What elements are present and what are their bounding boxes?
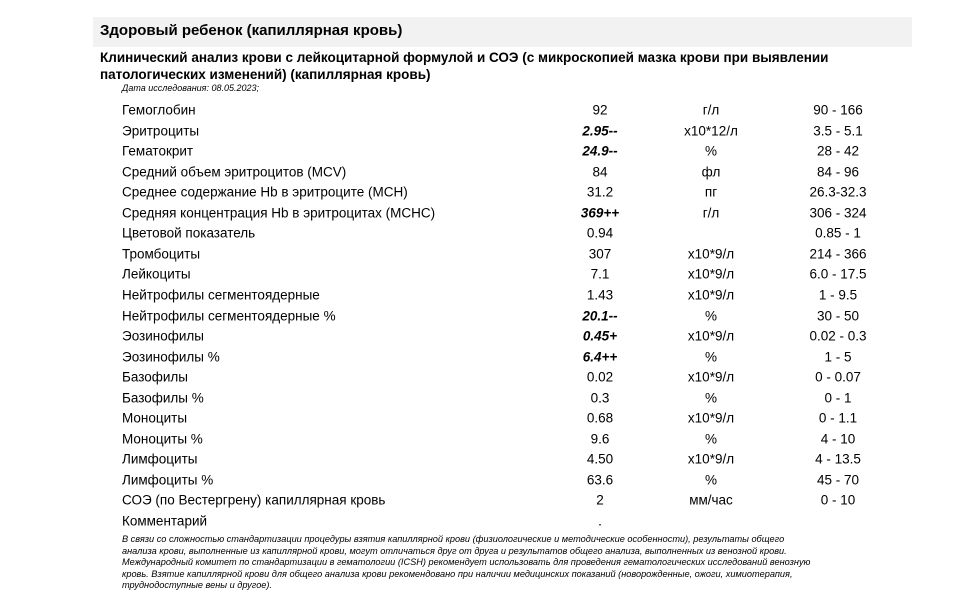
row-range: 84 - 96 xyxy=(816,164,860,180)
footnote-line: кровь. Взятие капиллярной крови для обще… xyxy=(122,568,793,579)
row-name: Гематокрит xyxy=(122,143,194,159)
row-range: 1 - 5 xyxy=(824,349,852,365)
row-name: Моноциты xyxy=(122,410,188,426)
row-unit: x10*12/л xyxy=(684,123,738,139)
row-unit: % xyxy=(704,431,718,447)
row-name: Базофилы % xyxy=(122,390,204,406)
row-unit: x10*9/л xyxy=(687,369,735,385)
header-title: Здоровый ребенок (капиллярная кровь) xyxy=(100,22,403,39)
row-name: СОЭ (по Вестергрену) капиллярная кровь xyxy=(122,492,386,508)
row-value: 1.43 xyxy=(586,287,614,303)
row-unit: пг xyxy=(704,184,718,200)
row-range: 4 - 13.5 xyxy=(815,451,861,467)
row-value: 0.3 xyxy=(590,390,610,406)
row-unit: x10*9/л xyxy=(687,410,735,426)
row-range: 0.02 - 0.3 xyxy=(809,328,867,344)
row-value: 9.6 xyxy=(590,431,610,447)
row-unit: % xyxy=(704,308,718,323)
footnote-line: В связи со сложностью стандартизации про… xyxy=(122,534,785,544)
row-name: Нейтрофилы сегментоядерные xyxy=(122,287,320,303)
date: Дата исследования: 08.05.2023; xyxy=(122,83,260,93)
row-value: . xyxy=(598,513,602,529)
row-name: Эозинофилы xyxy=(122,328,204,344)
row-unit: x10*9/л xyxy=(687,246,735,262)
row-value: 92 xyxy=(592,102,608,118)
row-unit: % xyxy=(704,143,718,159)
row-range: 90 - 166 xyxy=(813,102,863,118)
row-range: 0 - 1 xyxy=(824,390,852,406)
row-name: Средняя концентрация Hb в эритроцитах (M… xyxy=(122,205,436,221)
row-range: 30 - 50 xyxy=(816,308,860,323)
row-range: 0 - 10 xyxy=(820,492,856,508)
row-unit: фл xyxy=(701,164,721,180)
row-unit: г/л xyxy=(702,205,720,221)
row-value: 2.95-- xyxy=(582,123,618,139)
row-unit: x10*9/л xyxy=(687,451,735,467)
row-name: Среднее содержание Hb в эритроците (MCH) xyxy=(122,184,408,200)
row-range: 0 - 1.1 xyxy=(818,410,858,426)
row-range: 45 - 70 xyxy=(816,472,860,488)
row-name: Лимфоциты % xyxy=(122,472,214,488)
row-range: 0.85 - 1 xyxy=(815,225,861,241)
row-unit: % xyxy=(704,349,718,365)
row-range: 214 - 366 xyxy=(809,246,867,262)
row-unit: x10*9/л xyxy=(687,328,735,344)
row-range: 1 - 9.5 xyxy=(818,287,858,303)
row-value: 0.02 xyxy=(586,369,614,385)
row-name: Средний объем эритроцитов (MCV) xyxy=(122,164,347,180)
row-name: Нейтрофилы сегментоядерные % xyxy=(122,308,336,323)
row-value: 4.50 xyxy=(586,451,614,467)
row-value: 63.6 xyxy=(586,472,614,488)
row-range: 3.5 - 5.1 xyxy=(813,123,863,139)
row-unit: мм/час xyxy=(689,492,733,508)
row-value: 369++ xyxy=(580,205,620,221)
row-name: Эритроциты xyxy=(122,123,200,139)
row-value: 307 xyxy=(588,246,612,262)
footnote-line: труднодоступные вены и другое). xyxy=(122,580,273,590)
row-value: 31.2 xyxy=(586,184,614,200)
row-value: 2 xyxy=(596,492,604,508)
test-title: Клинический анализ крови с лейкоцитарной… xyxy=(100,50,829,82)
row-value: 84 xyxy=(592,164,608,180)
row-name: Эозинофилы % xyxy=(122,349,220,365)
row-value: 20.1-- xyxy=(582,308,618,323)
row-name: Гемоглобин xyxy=(122,102,196,118)
row-name: Лимфоциты xyxy=(122,451,198,467)
row-unit: x10*9/л xyxy=(687,287,735,303)
row-range: 0 - 0.07 xyxy=(815,369,861,385)
row-unit: г/л xyxy=(702,102,720,118)
row-range: 4 - 10 xyxy=(820,431,856,447)
row-range: 6.0 - 17.5 xyxy=(809,266,867,282)
row-unit: % xyxy=(704,472,718,488)
header-band xyxy=(93,17,912,47)
row-value: 0.94 xyxy=(586,225,614,241)
row-name: Цветовой показатель xyxy=(122,225,256,241)
row-value: 24.9-- xyxy=(582,143,618,159)
row-range: 28 - 42 xyxy=(816,143,860,159)
row-range: 26.3-32.3 xyxy=(809,184,867,200)
row-unit: % xyxy=(704,390,718,406)
row-range: 306 - 324 xyxy=(809,205,867,221)
row-name: Комментарий xyxy=(122,513,208,529)
row-value: 0.45+ xyxy=(582,328,618,344)
row-unit: x10*9/л xyxy=(687,266,735,282)
footnote-line: Международный комитет по стандартизации … xyxy=(122,557,811,567)
row-name: Тромбоциты xyxy=(122,246,201,262)
row-name: Лейкоциты xyxy=(122,266,191,282)
row-value: 0.68 xyxy=(586,410,614,426)
footnote-line: анализа крови, выполненные из капиллярно… xyxy=(122,545,787,556)
row-name: Моноциты % xyxy=(122,431,203,447)
row-value: 6.4++ xyxy=(582,349,618,365)
row-name: Базофилы xyxy=(122,369,188,385)
row-value: 7.1 xyxy=(590,266,610,282)
